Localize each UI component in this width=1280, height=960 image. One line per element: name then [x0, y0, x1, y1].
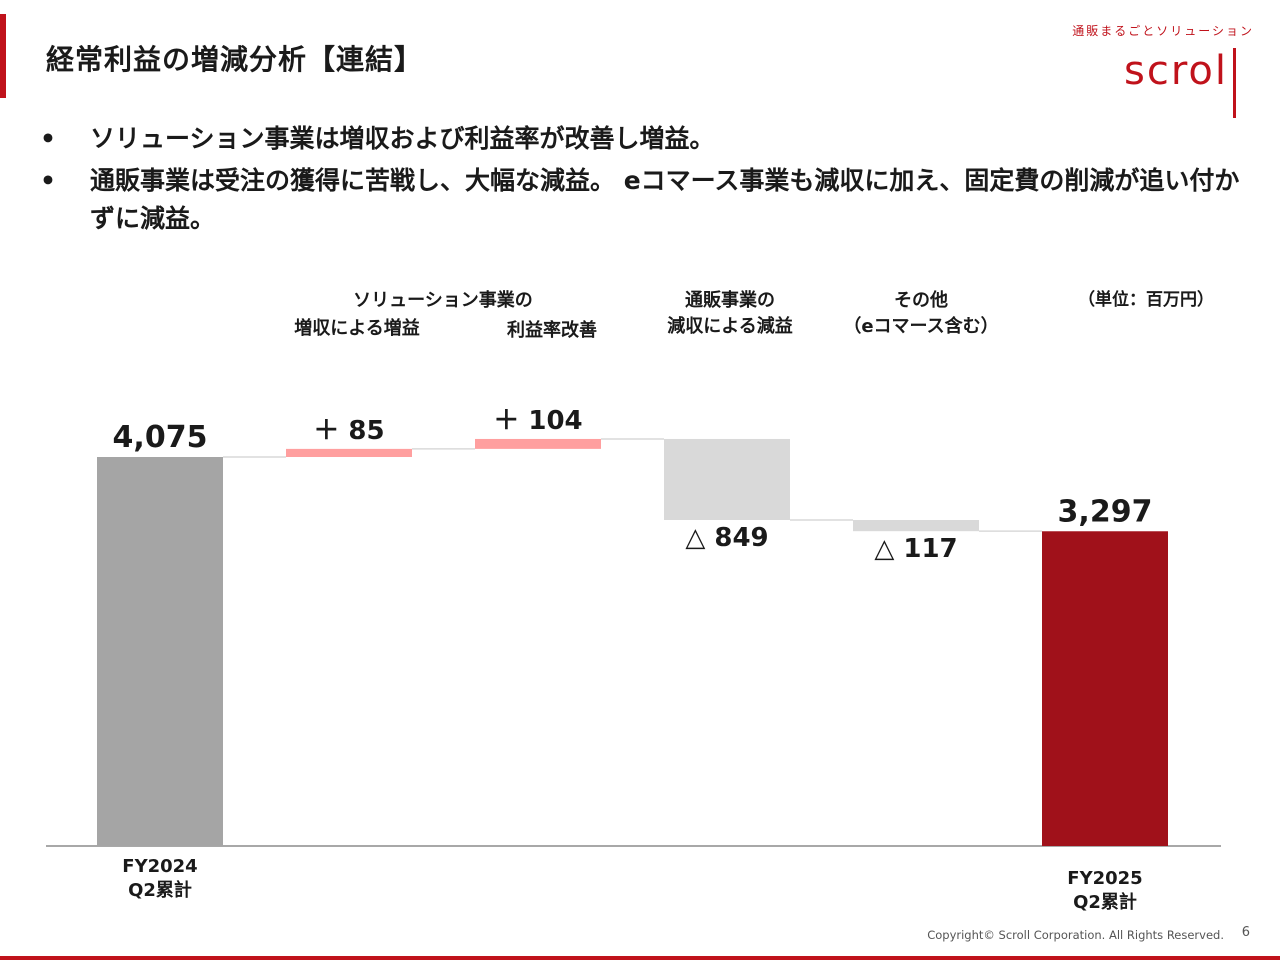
bullet-text: 通販事業は受注の獲得に苦戦し、大幅な減益。 eコマース事業も減収に加え、固定費の… — [90, 166, 1240, 233]
copyright-text: Copyright© Scroll Corporation. All Right… — [927, 928, 1224, 942]
data-label-start: 4,075 — [113, 420, 208, 455]
data-label-end: 3,297 — [1058, 494, 1153, 529]
bullet-marker: • — [40, 166, 56, 195]
data-label-sol_rev: ＋ 85 — [313, 416, 384, 446]
group-header-mailorder: 減収による減益 — [667, 315, 792, 337]
category-label-start: Q2累計 — [128, 879, 192, 901]
bar-other — [853, 520, 979, 532]
group-header-other: その他 — [894, 289, 948, 311]
logo-tagline: 通販まるごとソリューション — [1072, 24, 1254, 38]
bullet-item: • ソリューション事業は増収および利益率が改善し増益。 — [40, 120, 1250, 158]
category-label-end: FY2025 — [1067, 868, 1142, 889]
data-label-sol_margin: ＋ 104 — [493, 406, 582, 436]
bar-sol_rev — [286, 448, 412, 457]
footer-accent-bar — [0, 956, 1280, 960]
logo-l-stroke — [1233, 48, 1236, 118]
data-label-mailorder: △ 849 — [685, 523, 768, 553]
logo-wordmark: scrol — [1124, 48, 1228, 94]
category-label-sol_margin: 利益率改善 — [507, 319, 597, 341]
group-header-other: （eコマース含む） — [843, 315, 998, 337]
scroll-logo: 通販まるごとソリューション scrol — [1054, 20, 1254, 118]
category-label-end: Q2累計 — [1073, 891, 1137, 913]
bar-mailorder — [664, 438, 790, 521]
page-number: 6 — [1241, 925, 1250, 940]
title-accent-bar — [0, 14, 6, 98]
bullet-marker: • — [40, 124, 56, 153]
bar-end — [1042, 531, 1168, 846]
bar-sol_margin — [475, 438, 601, 449]
group-header-mailorder: 通販事業の — [685, 289, 775, 311]
bullet-item: • 通販事業は受注の獲得に苦戦し、大幅な減益。 eコマース事業も減収に加え、固定… — [40, 162, 1250, 238]
bullet-list: • ソリューション事業は増収および利益率が改善し増益。 • 通販事業は受注の獲得… — [40, 120, 1250, 242]
slide-title: 経常利益の増減分析【連結】 — [46, 43, 424, 76]
group-header-solution: ソリューション事業の — [353, 289, 533, 311]
bar-start — [97, 457, 223, 846]
data-label-other: △ 117 — [874, 534, 957, 564]
category-label-sol_rev: 増収による増益 — [294, 317, 419, 339]
category-label-start: FY2024 — [122, 856, 197, 877]
unit-label: （単位：百万円） — [1078, 290, 1214, 310]
bullet-text: ソリューション事業は増収および利益率が改善し増益。 — [90, 124, 715, 153]
